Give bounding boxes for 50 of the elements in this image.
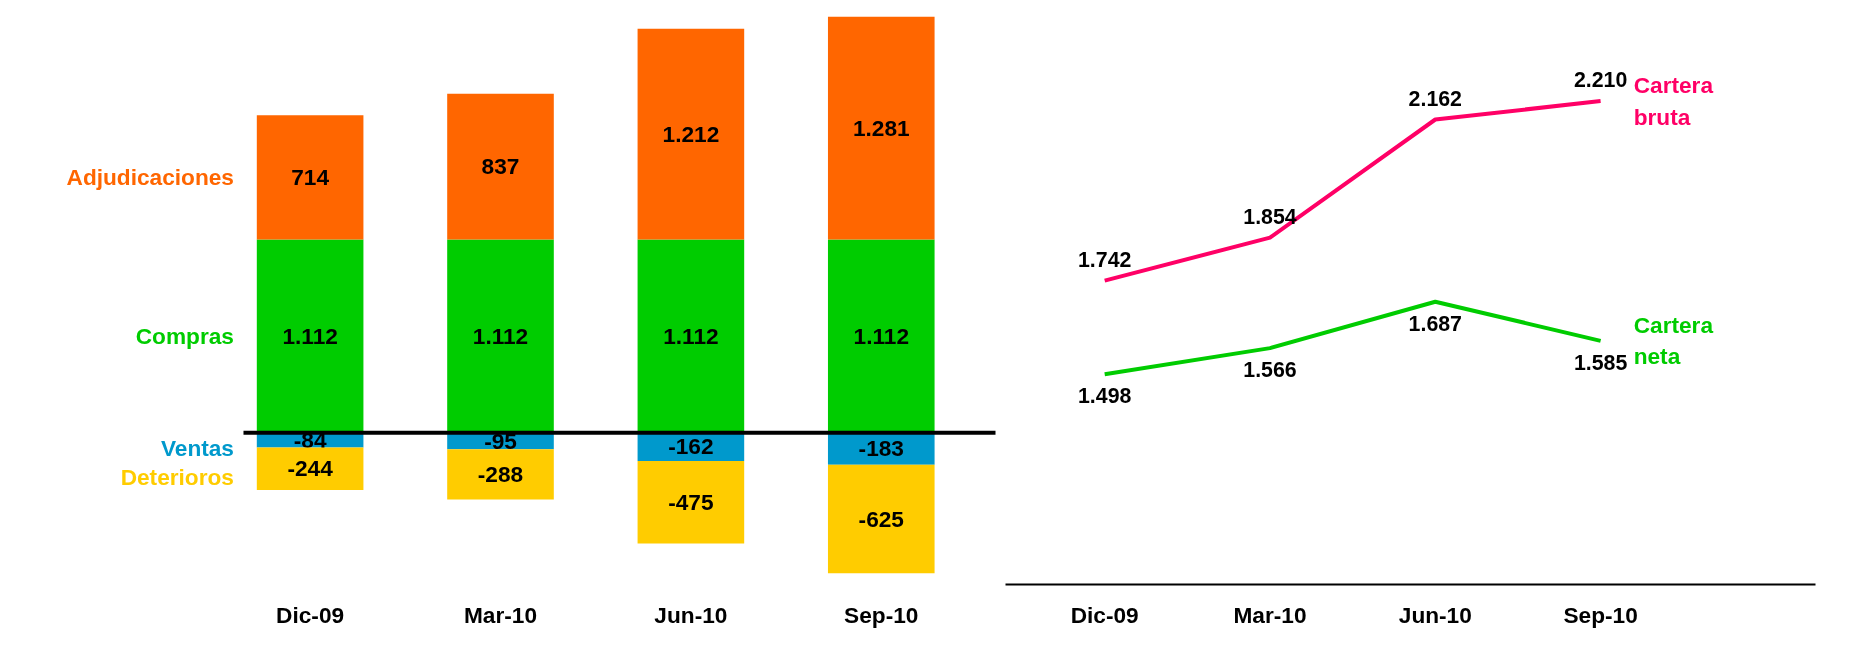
data-label: -84 [293, 426, 327, 453]
bar [256, 447, 364, 490]
x-tick-label: Jun-10 [654, 601, 728, 628]
data-label: 1.854 [1243, 204, 1297, 229]
data-label: -183 [858, 435, 904, 462]
bar [827, 464, 935, 574]
data-label: 1.112 [282, 322, 338, 349]
series-label: Deterioros [120, 463, 234, 490]
data-label: 1.585 [1573, 350, 1628, 375]
series-label: Ventas [160, 435, 234, 462]
x-tick-label: Dic-09 [276, 601, 345, 628]
data-label: 1.112 [472, 322, 529, 349]
x-tick-label: Sep-10 [844, 601, 919, 628]
bar [447, 449, 554, 500]
data-label: 2.210 [1573, 68, 1628, 93]
x-tick-label: Sep-10 [1563, 601, 1638, 628]
data-label: 2.162 [1408, 86, 1462, 111]
bar [827, 16, 935, 240]
data-label: 1.742 [1078, 247, 1132, 272]
data-label: 1.498 [1078, 384, 1132, 409]
bar [256, 115, 364, 240]
bar [447, 239, 554, 433]
data-label: -162 [668, 433, 714, 460]
series-label: Cartera neta [1633, 312, 1714, 370]
data-label: -95 [484, 427, 517, 454]
bar [637, 28, 745, 240]
data-label: 1.566 [1243, 358, 1297, 383]
data-label: 1.112 [853, 322, 909, 349]
data-label: -244 [287, 455, 334, 482]
x-tick-label: Mar-10 [463, 601, 538, 628]
bar [637, 239, 745, 433]
data-label: 714 [291, 163, 330, 190]
data-label: -625 [858, 505, 904, 532]
series-label: Adjudicaciones [66, 164, 234, 191]
bar [827, 239, 935, 433]
data-label: 1.212 [662, 120, 720, 147]
data-label: 1.281 [852, 114, 910, 141]
data-label: -475 [668, 488, 714, 515]
bar [447, 93, 554, 240]
bar [256, 239, 364, 433]
data-label: 1.112 [663, 322, 719, 349]
data-label: 837 [481, 153, 520, 180]
x-tick-label: Dic-09 [1070, 601, 1139, 628]
series-label: Compras [135, 323, 234, 350]
series-label: Cartera bruta [1633, 72, 1714, 130]
data-label: 1.687 [1408, 311, 1462, 336]
x-tick-label: Mar-10 [1233, 601, 1307, 628]
bar [637, 461, 745, 544]
data-label: -288 [477, 460, 524, 487]
x-tick-label: Jun-10 [1398, 601, 1472, 628]
